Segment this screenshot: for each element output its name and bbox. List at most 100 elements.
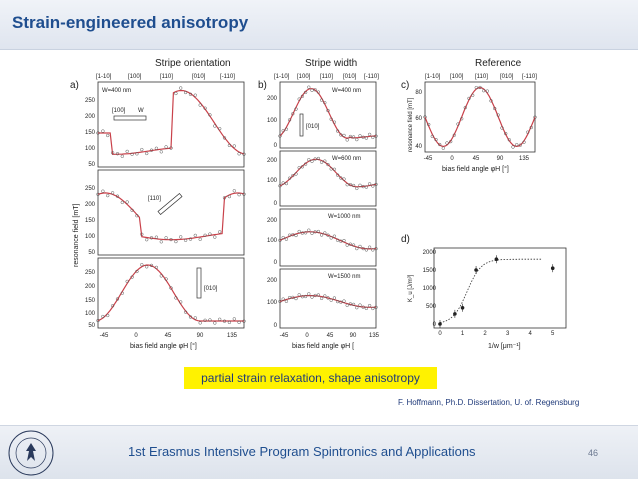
a-curve-1-point [179, 86, 183, 90]
a-curve-1-point [183, 90, 188, 95]
b-curve-3-point [361, 246, 365, 251]
a-curve-2-point [110, 191, 115, 195]
c-curve-point [478, 85, 482, 90]
b-curve-3-point [313, 230, 317, 234]
b-curve-3-point [351, 243, 356, 247]
a-curve-3-point [130, 275, 134, 279]
d-data-point [494, 257, 499, 261]
a-ytick: 100 [85, 146, 96, 152]
a-curve-3-point [213, 321, 217, 325]
b-curve-3-point [371, 248, 375, 252]
a-curve-1-point [145, 151, 149, 156]
a-curve-1-point [237, 152, 241, 156]
a-curve-2-point [101, 189, 105, 193]
a-curve-2-point [193, 233, 197, 238]
b-curve-1-point [294, 107, 298, 111]
b-curve-1-point [319, 98, 324, 102]
a-curve-2-point [120, 200, 124, 205]
b-curve-2-point [294, 172, 298, 176]
c-curve-point [482, 89, 486, 93]
a-curve-2-point [159, 240, 163, 244]
b-curve-3-point [284, 237, 289, 241]
b-curve-4-point [307, 292, 311, 296]
b-curve-2-point [351, 183, 356, 188]
b-curve-1-point [361, 135, 365, 139]
b-curve-3-point [287, 233, 292, 237]
b-curve-2-point [287, 176, 292, 180]
b-curve-2-point [374, 182, 378, 187]
c-xtick: -45 [424, 156, 433, 162]
b-curve-3-point [303, 231, 308, 235]
b-curve-2-point [339, 176, 343, 180]
d-ytick: 2000 [423, 250, 437, 256]
a-curve-2-point [242, 192, 246, 196]
c-dir-tick: [010] [500, 74, 514, 80]
a-curve-3-point [188, 315, 193, 319]
a-xtick: 90 [197, 333, 204, 339]
a-curve-3-point [159, 274, 163, 278]
b-ytick: 100 [267, 300, 278, 306]
b-curve-1-point [300, 94, 305, 98]
a-xlabel: bias field angle φH [°] [130, 342, 197, 350]
d-ylabel: K_u [J/m³] [408, 274, 414, 302]
b-xlabel: bias field angle φH [ [292, 343, 354, 350]
a-frame-1 [97, 81, 245, 168]
c-dir-tick: [110] [475, 74, 488, 80]
c-curve-point [427, 122, 431, 127]
a-curve-1-point [130, 152, 134, 156]
a-curve-2-point [140, 232, 144, 236]
a-curve-3-point [203, 318, 207, 322]
a-curve-3-point [106, 313, 110, 318]
b-curve-3-point [374, 247, 378, 251]
a-curve-1-point [188, 92, 193, 96]
c-xlabel: bias field angle φH [°] [442, 165, 509, 173]
b-inset-w1500: W=1500 nm [328, 274, 361, 280]
c-dir-tick: [100] [450, 74, 464, 80]
c-curve-point [489, 99, 493, 103]
b-curve-1-point [358, 134, 362, 138]
a-curve-1-point [198, 103, 202, 107]
b-curve-3-point [335, 238, 340, 242]
b-dir-tick: [010] [343, 74, 357, 80]
a-curve-3-point [179, 300, 183, 304]
a-curve-3-point [145, 265, 149, 269]
a-curve-1-point [203, 106, 207, 110]
c-curve-point [452, 133, 456, 137]
a-curve-3 [97, 264, 244, 322]
panel-label-b: b) [258, 80, 267, 91]
a-curve-2-point [198, 237, 202, 241]
c-curve-point [423, 115, 427, 119]
b-curve-4-point [345, 303, 349, 307]
b-curve-2-point [297, 166, 301, 170]
a-curve-3-point [149, 263, 154, 268]
b-dir-tick: [110] [320, 74, 333, 80]
b-ytick: 200 [267, 158, 278, 164]
c-curve-point [460, 117, 464, 121]
a-curve-1 [98, 89, 245, 155]
b-curve-1-point [326, 108, 330, 113]
b-curve-1-point [374, 134, 378, 138]
b-curve-4-point [361, 305, 365, 309]
b-curve-1-point [332, 120, 337, 124]
a-ytick: 50 [88, 323, 95, 329]
c-curve-point [474, 85, 478, 90]
b-curve-4-point [335, 299, 340, 304]
d-xtick: 2 [483, 331, 487, 337]
a-curve-3-point [174, 296, 178, 300]
b-curve-3-point [323, 231, 327, 235]
a-curve-1-point [159, 150, 163, 154]
b-curve-4-point [326, 296, 330, 300]
b-curve-2-point [300, 165, 305, 169]
b-frame-2 [279, 150, 377, 207]
a-curve-1-point [213, 124, 217, 128]
a-curve-3-point [125, 279, 129, 284]
b-curve-3-point [297, 229, 301, 234]
b-curve-1-point [351, 135, 356, 139]
a-dir-tick: [010] [192, 74, 206, 80]
b-curve-2-point [303, 162, 308, 166]
b-curve-3-point [291, 233, 295, 237]
header-reference: Reference [475, 58, 522, 69]
b-curve-3-point [310, 231, 314, 235]
page-number: 46 [588, 448, 599, 458]
b-curve-4-point [348, 302, 353, 306]
